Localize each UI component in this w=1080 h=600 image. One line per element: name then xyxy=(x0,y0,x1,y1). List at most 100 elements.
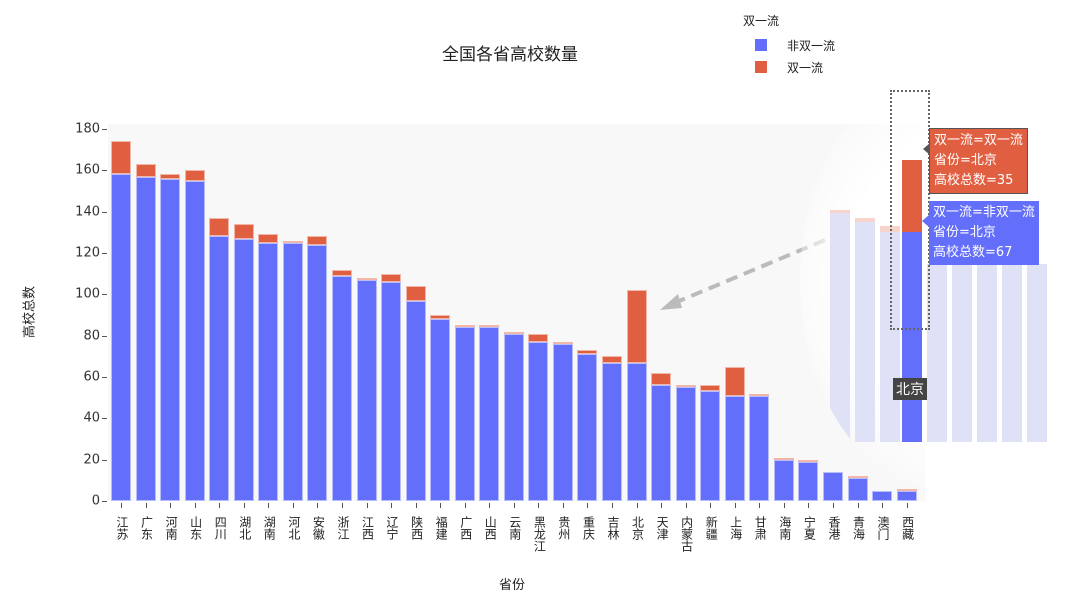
bar-segment-non-double-first-class[interactable] xyxy=(798,461,819,501)
x-tick-label: 江苏 xyxy=(115,516,129,540)
legend-label: 双一流 xyxy=(787,60,824,75)
bar-segment-double-first-class[interactable] xyxy=(577,350,598,355)
x-tick-label: 天津 xyxy=(655,516,670,540)
x-tick-label: 北京 xyxy=(630,516,645,540)
x-tick-label: 吉林 xyxy=(606,516,620,540)
x-tick-mark xyxy=(612,503,613,508)
bar-segment-non-double-first-class[interactable] xyxy=(135,176,156,501)
bar-segment-double-first-class[interactable] xyxy=(111,141,131,175)
bar-segment-non-double-first-class[interactable] xyxy=(282,242,303,501)
bar-segment-double-first-class[interactable] xyxy=(602,356,622,363)
y-tick-label: 100 xyxy=(75,286,100,302)
bar-segment-double-first-class[interactable] xyxy=(282,240,303,243)
bar-segment-non-double-first-class[interactable] xyxy=(233,238,254,501)
bar-segment-non-double-first-class[interactable] xyxy=(602,362,622,501)
bar-segment-double-first-class[interactable] xyxy=(184,170,205,181)
x-tick-label: 青海 xyxy=(851,516,866,540)
x-tick-mark xyxy=(562,503,564,508)
y-tick-mark xyxy=(102,459,107,461)
x-tick-mark xyxy=(440,503,442,508)
bar-segment-double-first-class[interactable] xyxy=(381,273,402,282)
bar-segment-non-double-first-class[interactable] xyxy=(749,395,770,501)
bar-segment-double-first-class[interactable] xyxy=(479,325,500,328)
bar-segment-double-first-class[interactable] xyxy=(552,341,573,344)
x-tick-label: 辽宁 xyxy=(385,516,400,540)
bar-segment-double-first-class[interactable] xyxy=(896,488,917,491)
bar-segment-double-first-class[interactable] xyxy=(307,236,328,245)
bar-segment-non-double-first-class[interactable] xyxy=(160,178,181,501)
bar-segment-non-double-first-class[interactable] xyxy=(503,333,524,501)
bar-segment-non-double-first-class[interactable] xyxy=(454,327,475,501)
bar-segment-non-double-first-class[interactable] xyxy=(896,490,917,501)
bar-segment-double-first-class[interactable] xyxy=(749,393,770,396)
bar-segment-double-first-class[interactable] xyxy=(258,234,279,243)
bar-segment-non-double-first-class[interactable] xyxy=(528,341,549,501)
bar-segment-double-first-class[interactable] xyxy=(528,333,549,342)
bar-segment-non-double-first-class[interactable] xyxy=(356,279,377,501)
y-tick-label: 60 xyxy=(83,369,100,385)
bar-segment-double-first-class[interactable] xyxy=(405,286,426,301)
bar-segment-non-double-first-class[interactable] xyxy=(872,490,893,501)
x-tick-label: 香港 xyxy=(826,516,841,540)
bar-segment-double-first-class[interactable] xyxy=(651,372,672,386)
bar-segment-double-first-class[interactable] xyxy=(798,459,819,462)
bar-segment-double-first-class[interactable] xyxy=(773,457,794,460)
x-tick-mark xyxy=(145,503,147,508)
x-tick-label: 宁夏 xyxy=(802,516,817,540)
bar-segment-non-double-first-class[interactable] xyxy=(258,242,279,501)
legend-item-non-double-first-class[interactable]: 非双一流 xyxy=(743,34,835,56)
bar-segment-double-first-class[interactable] xyxy=(430,315,451,320)
bar-segment-double-first-class[interactable] xyxy=(700,385,721,392)
bar-segment-non-double-first-class[interactable] xyxy=(724,395,745,501)
bar-segment-non-double-first-class[interactable] xyxy=(209,236,230,501)
x-tick-label: 四川 xyxy=(213,516,228,540)
bar-segment-non-double-first-class[interactable] xyxy=(577,354,598,501)
x-tick-mark xyxy=(808,503,810,508)
bar-segment-non-double-first-class[interactable] xyxy=(331,275,352,501)
bar-segment-double-first-class[interactable] xyxy=(503,331,524,334)
y-tick-mark xyxy=(102,129,107,130)
x-tick-label: 新疆 xyxy=(704,516,719,540)
x-tick-mark xyxy=(513,503,515,508)
x-tick-mark xyxy=(636,503,638,508)
legend-item-double-first-class[interactable]: 双一流 xyxy=(743,56,835,78)
x-tick-label: 贵州 xyxy=(556,516,571,540)
x-tick-label: 黑龙江 xyxy=(532,516,547,552)
x-tick-mark xyxy=(121,503,122,508)
bar-segment-non-double-first-class[interactable] xyxy=(381,281,402,501)
bar-segment-non-double-first-class[interactable] xyxy=(700,391,721,501)
x-tick-mark xyxy=(292,503,294,508)
bar-segment-double-first-class[interactable] xyxy=(135,164,156,177)
bar-segment-double-first-class[interactable] xyxy=(724,366,745,396)
bar-segment-non-double-first-class[interactable] xyxy=(479,327,500,501)
x-tick-label: 山西 xyxy=(483,516,498,540)
hover-x-label: 北京 xyxy=(893,378,927,400)
bar-segment-double-first-class[interactable] xyxy=(209,217,230,237)
bar-segment-double-first-class[interactable] xyxy=(626,290,647,363)
y-tick-label: 120 xyxy=(75,245,100,261)
bar-segment-non-double-first-class[interactable] xyxy=(430,319,451,501)
bar-segment-non-double-first-class[interactable] xyxy=(626,362,647,501)
bar-segment-non-double-first-class[interactable] xyxy=(111,174,131,501)
bar-segment-non-double-first-class[interactable] xyxy=(822,472,843,501)
bar-segment-non-double-first-class[interactable] xyxy=(773,459,794,501)
selection-box xyxy=(890,90,930,330)
bar-segment-double-first-class[interactable] xyxy=(233,224,254,239)
y-tick-mark xyxy=(102,294,107,296)
bar-segment-non-double-first-class[interactable] xyxy=(675,387,696,501)
bar-segment-non-double-first-class[interactable] xyxy=(552,343,573,501)
bar-segment-double-first-class[interactable] xyxy=(331,269,352,276)
bar-segment-non-double-first-class[interactable] xyxy=(405,300,426,501)
x-tick-label: 浙江 xyxy=(335,516,350,540)
x-tick-mark xyxy=(783,503,785,508)
bar-segment-non-double-first-class[interactable] xyxy=(847,478,868,501)
bar-segment-double-first-class[interactable] xyxy=(356,277,377,280)
bar-segment-double-first-class[interactable] xyxy=(847,476,868,479)
x-tick-mark xyxy=(685,503,687,508)
bar-segment-double-first-class[interactable] xyxy=(160,174,181,179)
bar-segment-non-double-first-class[interactable] xyxy=(307,244,328,501)
bar-segment-non-double-first-class[interactable] xyxy=(651,385,672,501)
bar-segment-double-first-class[interactable] xyxy=(675,385,696,388)
bar-segment-double-first-class[interactable] xyxy=(454,325,475,328)
bar-segment-non-double-first-class[interactable] xyxy=(184,180,205,501)
